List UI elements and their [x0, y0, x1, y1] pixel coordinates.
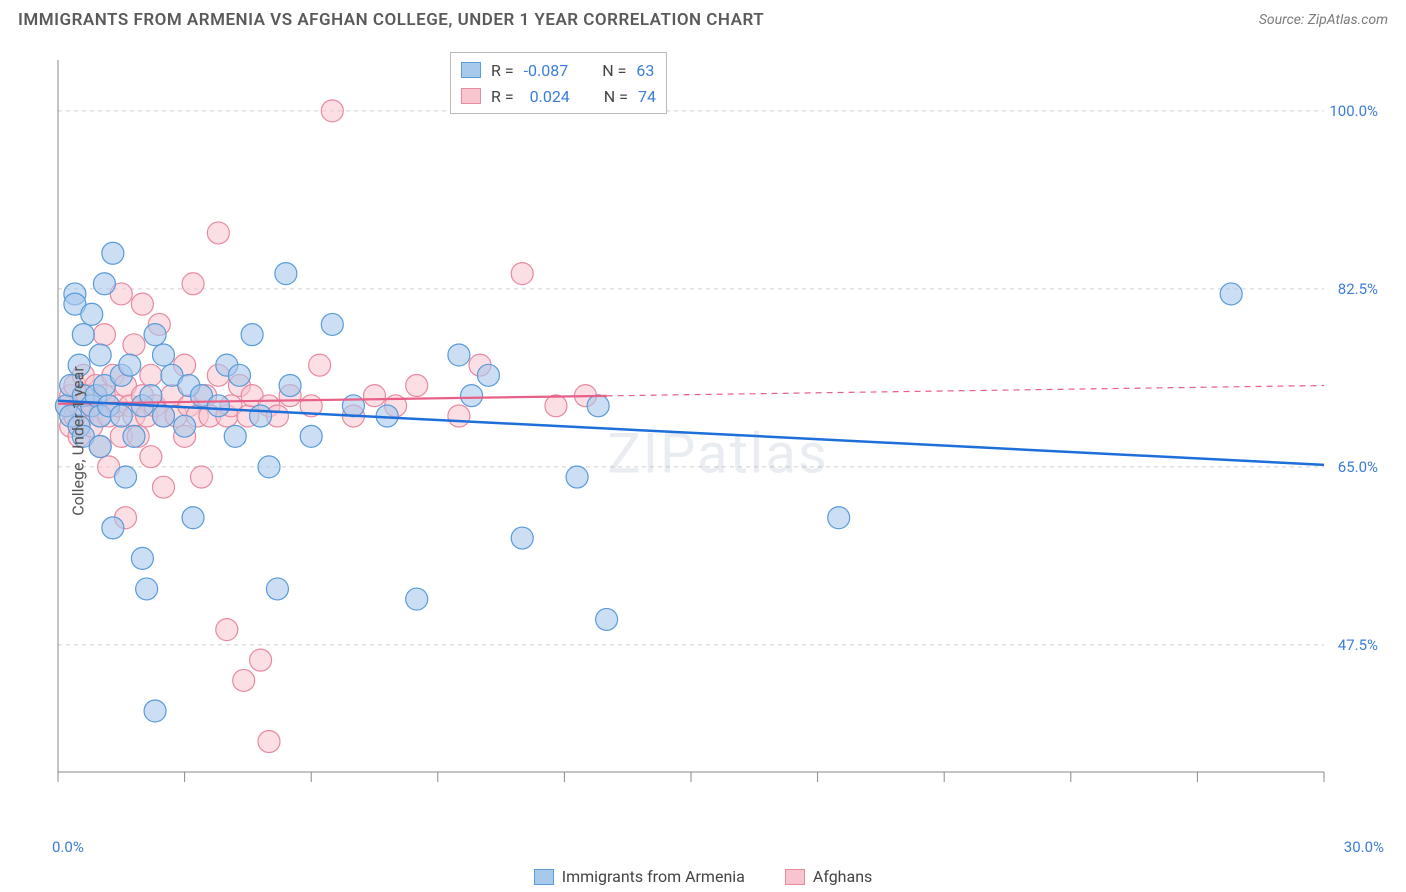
swatch-pink — [461, 88, 481, 104]
legend-r-label: R = — [491, 87, 514, 106]
legend-n-label: N = — [604, 87, 628, 106]
legend-row-afghans: R = 0.024 N = 74 — [461, 83, 656, 109]
svg-text:82.5%: 82.5% — [1338, 280, 1378, 298]
swatch-blue — [461, 62, 481, 78]
svg-text:100.0%: 100.0% — [1329, 102, 1378, 120]
legend-item-afghans: Afghans — [785, 867, 872, 886]
legend-row-armenia: R = -0.087 N = 63 — [461, 57, 656, 83]
legend-r-value-1: 0.024 — [524, 87, 570, 106]
source-attribution: Source: ZipAtlas.com — [1259, 12, 1388, 28]
swatch-blue — [534, 869, 554, 885]
legend-n-value-0: 63 — [636, 61, 654, 80]
legend-n-label: N = — [602, 61, 626, 80]
x-axis-min-label: 0.0% — [52, 838, 84, 856]
legend-r-label: R = — [491, 61, 514, 80]
svg-text:47.5%: 47.5% — [1338, 636, 1378, 654]
swatch-pink — [785, 869, 805, 885]
scatter-chart-svg: 47.5%65.0%82.5%100.0%ZIPatlas — [52, 50, 1384, 832]
legend-n-value-1: 74 — [638, 87, 656, 106]
legend-stats-box: R = -0.087 N = 63 R = 0.024 N = 74 — [450, 52, 667, 114]
legend-item-armenia: Immigrants from Armenia — [534, 867, 745, 886]
chart-title: IMMIGRANTS FROM ARMENIA VS AFGHAN COLLEG… — [18, 10, 764, 30]
legend-r-value-0: -0.087 — [524, 61, 569, 80]
legend-label: Afghans — [813, 867, 872, 886]
svg-text:65.0%: 65.0% — [1338, 458, 1378, 476]
x-axis-max-label: 30.0% — [1344, 838, 1384, 856]
legend-bottom: Immigrants from Armenia Afghans — [0, 867, 1406, 886]
legend-label: Immigrants from Armenia — [562, 867, 745, 886]
y-axis-label: College, Under 1 year — [69, 366, 88, 516]
chart-area: College, Under 1 year 47.5% 65.0% 82.5% 100… — [52, 50, 1384, 832]
